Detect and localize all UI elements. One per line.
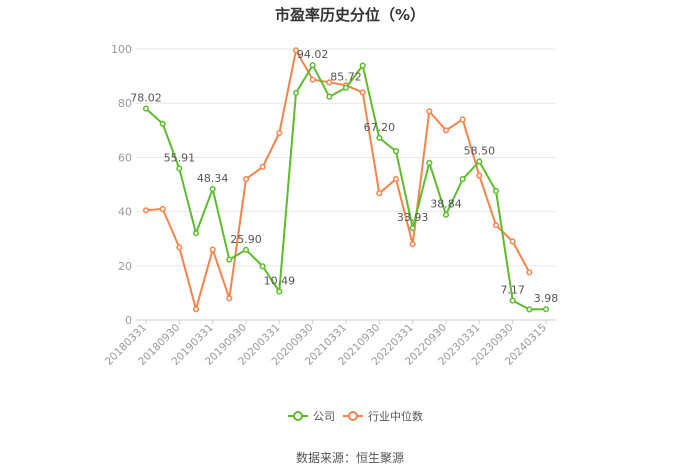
data-point[interactable] bbox=[509, 238, 516, 245]
data-label: 94.02 bbox=[297, 48, 329, 61]
x-axis: 2018033120180930201903312019093020200331… bbox=[103, 319, 556, 368]
series-industry-median bbox=[142, 47, 533, 313]
data-point[interactable] bbox=[276, 288, 283, 295]
data-label: 78.02 bbox=[130, 92, 162, 105]
y-axis-ticks: 0 20 40 60 80 100 bbox=[111, 43, 132, 327]
data-point[interactable] bbox=[392, 176, 400, 183]
data-point[interactable] bbox=[376, 190, 383, 197]
data-point[interactable] bbox=[192, 306, 200, 313]
data-point[interactable] bbox=[442, 127, 450, 134]
data-point[interactable] bbox=[359, 89, 366, 96]
data-point[interactable] bbox=[542, 306, 550, 313]
data-label: 67.20 bbox=[364, 121, 396, 134]
y-tick-label: 40 bbox=[118, 206, 132, 219]
data-point[interactable] bbox=[326, 79, 333, 86]
data-point[interactable] bbox=[226, 295, 233, 302]
legend-item-company[interactable]: 公司 bbox=[288, 410, 335, 423]
y-tick-label: 60 bbox=[118, 151, 132, 164]
data-point[interactable] bbox=[242, 246, 250, 253]
data-point[interactable] bbox=[509, 297, 516, 304]
chart-title: 市盈率历史分位（%） bbox=[274, 6, 426, 24]
legend-label: 行业中位数 bbox=[368, 409, 423, 423]
legend-label: 公司 bbox=[313, 410, 335, 423]
data-point[interactable] bbox=[442, 211, 450, 218]
data-point[interactable] bbox=[159, 120, 166, 127]
data-point[interactable] bbox=[159, 205, 166, 212]
data-point[interactable] bbox=[409, 241, 416, 248]
data-point[interactable] bbox=[526, 269, 533, 276]
data-point[interactable] bbox=[259, 263, 266, 270]
data-point[interactable] bbox=[142, 207, 150, 214]
y-tick-label: 0 bbox=[125, 314, 132, 327]
data-point[interactable] bbox=[292, 89, 300, 96]
data-label: 48.34 bbox=[197, 172, 229, 185]
data-point[interactable] bbox=[309, 76, 316, 83]
data-point[interactable] bbox=[426, 159, 433, 166]
data-point[interactable] bbox=[226, 256, 233, 263]
data-point[interactable] bbox=[342, 84, 350, 91]
y-tick-label: 100 bbox=[111, 43, 132, 56]
legend[interactable]: 公司 行业中位数 bbox=[288, 409, 423, 423]
data-point[interactable] bbox=[476, 172, 483, 179]
data-label: 85.72 bbox=[330, 71, 362, 84]
data-point[interactable] bbox=[259, 163, 266, 170]
data-point[interactable] bbox=[176, 165, 183, 172]
data-point[interactable] bbox=[276, 129, 283, 137]
data-label: 55.91 bbox=[164, 151, 196, 164]
data-point[interactable] bbox=[392, 148, 400, 155]
series-company bbox=[142, 62, 550, 313]
data-label: 25.90 bbox=[230, 233, 262, 246]
source-note: 数据来源：恒生聚源 bbox=[295, 451, 404, 465]
legend-marker-icon bbox=[293, 411, 303, 421]
data-label: 10.49 bbox=[264, 275, 296, 288]
data-point[interactable] bbox=[426, 108, 433, 115]
legend-marker-icon bbox=[348, 411, 358, 421]
data-point[interactable] bbox=[492, 187, 500, 195]
data-point[interactable] bbox=[309, 62, 316, 69]
data-point[interactable] bbox=[492, 222, 500, 229]
data-label: 38.84 bbox=[430, 198, 462, 211]
data-point[interactable] bbox=[359, 62, 366, 69]
data-point[interactable] bbox=[476, 158, 483, 165]
data-point[interactable] bbox=[326, 93, 333, 100]
data-label: 3.98 bbox=[534, 292, 559, 305]
y-tick-label: 20 bbox=[118, 260, 132, 273]
series-line bbox=[145, 47, 531, 313]
legend-item-industry-median[interactable]: 行业中位数 bbox=[343, 409, 423, 423]
data-point[interactable] bbox=[459, 116, 466, 123]
y-tick-label: 80 bbox=[118, 97, 132, 110]
data-label: 58.50 bbox=[464, 144, 496, 157]
data-point[interactable] bbox=[409, 224, 416, 232]
data-point[interactable] bbox=[376, 134, 383, 141]
data-point[interactable] bbox=[142, 105, 150, 112]
data-point[interactable] bbox=[176, 244, 183, 251]
data-label: 33.93 bbox=[397, 211, 429, 224]
data-point[interactable] bbox=[292, 47, 300, 54]
series-layer bbox=[142, 47, 550, 313]
data-point[interactable] bbox=[209, 185, 216, 193]
data-point[interactable] bbox=[242, 176, 250, 183]
data-label: 7.17 bbox=[500, 284, 525, 297]
data-point[interactable] bbox=[192, 230, 200, 237]
data-point[interactable] bbox=[526, 306, 533, 313]
data-point[interactable] bbox=[459, 176, 466, 183]
data-point[interactable] bbox=[209, 246, 216, 253]
